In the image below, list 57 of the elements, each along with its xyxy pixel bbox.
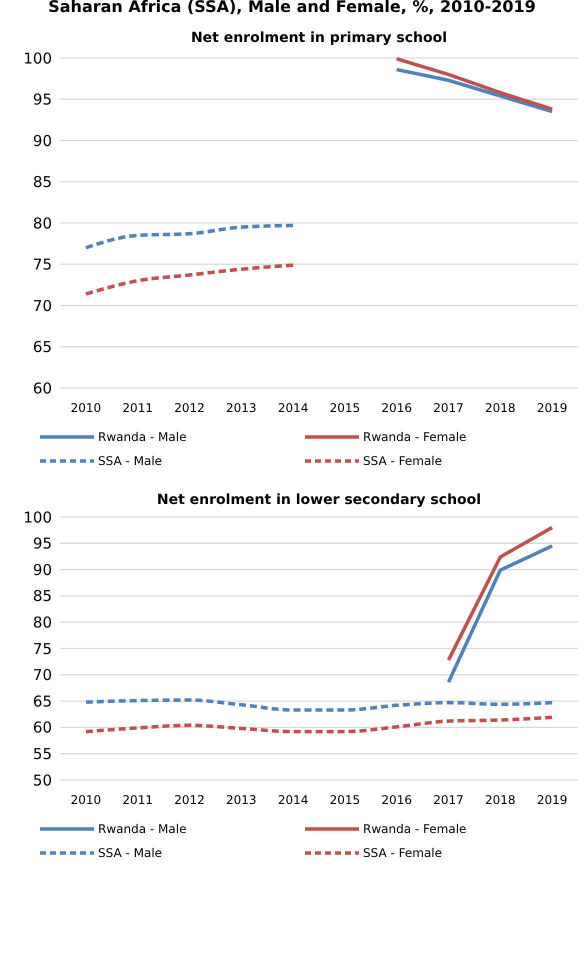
x-tick-label: 2012 [174, 401, 205, 415]
x-tick-label: 2011 [122, 401, 153, 415]
x-tick-label: 2016 [381, 793, 412, 807]
x-tick-label: 2011 [122, 793, 153, 807]
y-tick-label: 60 [32, 379, 52, 398]
line-series [84, 263, 295, 296]
y-tick-label: 90 [32, 560, 52, 579]
y-tick-label: 50 [32, 771, 52, 790]
legend-label: Rwanda - Female [363, 822, 466, 836]
x-tick-label: 2010 [70, 793, 102, 807]
text: Saharan Africa (SSA), Male and Female, %, 2010-2019 [48, 0, 536, 16]
x-tick-label: 2019 [536, 401, 568, 415]
x-tick-label: 2012 [174, 793, 205, 807]
y-tick-label: 70 [32, 296, 52, 315]
y-tick-label: 55 [32, 744, 52, 763]
legend-label: SSA - Female [363, 454, 442, 468]
x-tick-label: 2018 [485, 793, 516, 807]
y-tick-label: 65 [32, 692, 52, 710]
y-tick-label: 65 [32, 338, 52, 356]
line-series [84, 698, 554, 712]
line-series [84, 224, 295, 250]
legend-label: SSA - Male [98, 846, 162, 860]
line-series [394, 57, 554, 111]
line-series [84, 716, 554, 734]
y-tick-label: 95 [32, 90, 52, 108]
legend-label: Rwanda - Male [98, 822, 186, 836]
x-tick-label: 2019 [536, 793, 568, 807]
x-tick-label: 2016 [381, 401, 412, 415]
y-tick-label: 90 [32, 132, 52, 150]
x-tick-label: 2017 [433, 793, 464, 807]
x-tick-label: 2014 [278, 793, 308, 807]
x-tick-label: 2013 [226, 793, 257, 807]
legend-label: SSA - Male [98, 454, 162, 468]
y-tick-label: 60 [32, 718, 52, 737]
y-tick-label: 70 [32, 666, 52, 684]
y-tick-label: 85 [32, 587, 52, 606]
y-tick-label: 80 [32, 214, 52, 232]
legend-label: Rwanda - Male [98, 430, 186, 444]
line-series [394, 68, 554, 114]
y-tick-label: 100 [23, 49, 52, 68]
y-tick-label: 75 [32, 256, 52, 274]
x-tick-label: 2014 [278, 401, 308, 415]
legend-label: SSA - Female [363, 846, 442, 860]
chart-title: Net enrolment in lower secondary school [156, 492, 482, 508]
x-tick-label: 2015 [330, 793, 360, 807]
x-tick-label: 2010 [70, 401, 102, 415]
chart-title: Net enrolment in primary school [190, 30, 448, 46]
y-tick-label: 95 [32, 534, 52, 553]
y-tick-label: 80 [32, 613, 52, 632]
legend-label: Rwanda - Female [363, 430, 466, 444]
y-tick-label: 75 [32, 640, 52, 658]
x-tick-label: 2013 [226, 401, 257, 415]
x-tick-label: 2015 [330, 401, 360, 415]
y-tick-label: 100 [23, 508, 52, 526]
x-tick-label: 2018 [485, 401, 516, 415]
x-tick-label: 2017 [433, 401, 464, 415]
y-tick-label: 85 [32, 173, 52, 191]
